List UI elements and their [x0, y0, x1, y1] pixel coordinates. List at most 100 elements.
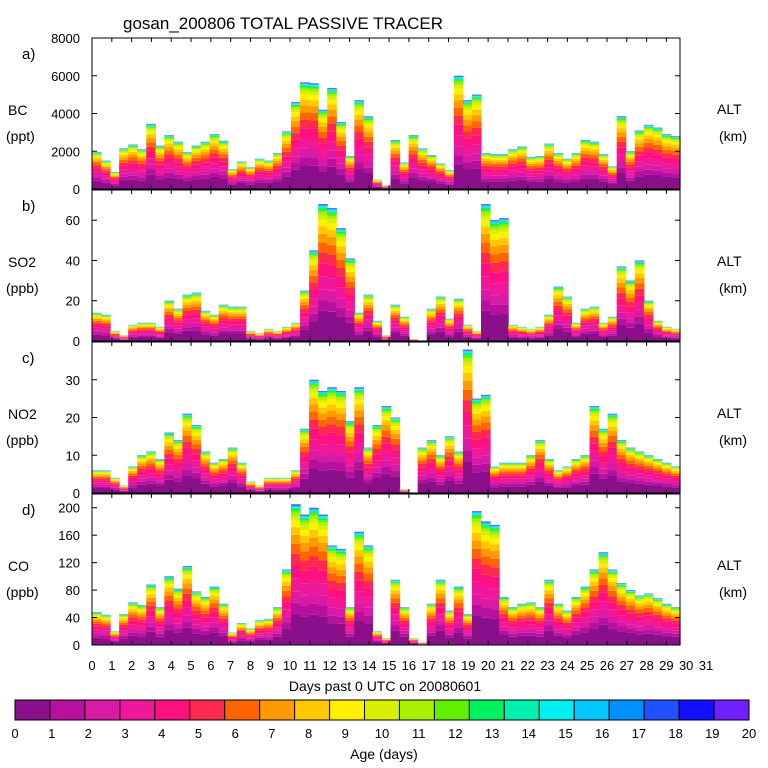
age-segment: [300, 87, 310, 89]
age-segment: [327, 213, 337, 217]
age-segment: [254, 487, 265, 489]
age-segment: [634, 262, 645, 264]
age-segment: [137, 459, 147, 462]
age-segment: [281, 134, 292, 137]
age-segment: [381, 467, 392, 474]
age-segment: [580, 161, 591, 166]
panel-letter: b): [22, 198, 35, 215]
age-segment: [218, 473, 229, 477]
age-segment: [526, 468, 536, 472]
age-segment: [92, 474, 102, 476]
age-segment: [309, 255, 319, 258]
age-segment: [553, 175, 563, 179]
age-segment: [426, 157, 437, 158]
age-segment: [562, 301, 573, 304]
age-segment: [381, 409, 392, 412]
age-segment: [245, 485, 256, 487]
age-segment: [200, 473, 211, 478]
stack-bar: [309, 379, 319, 493]
age-segment: [291, 478, 301, 481]
age-segment: [137, 327, 147, 330]
age-segment: [336, 316, 346, 341]
age-segment: [164, 137, 175, 139]
age-segment: [589, 460, 600, 468]
age-segment: [345, 465, 355, 472]
age-segment: [146, 324, 156, 326]
age-segment: [200, 463, 211, 467]
age-segment: [643, 459, 654, 462]
age-segment: [92, 623, 102, 627]
panel-letter: a): [22, 46, 35, 63]
age-segment: [309, 384, 319, 387]
age-segment: [462, 334, 473, 337]
age-segment: [417, 165, 428, 170]
age-segment: [625, 171, 636, 175]
age-segment: [155, 172, 165, 177]
age-segment: [399, 170, 410, 172]
age-segment: [607, 318, 618, 319]
age-segment: [499, 161, 509, 164]
age-segment: [291, 104, 301, 105]
age-segment: [544, 328, 554, 332]
age-segment: [318, 171, 328, 189]
age-segment: [300, 88, 310, 92]
age-segment: [191, 306, 202, 310]
age-segment: [661, 335, 672, 337]
age-segment: [173, 312, 184, 315]
age-segment: [146, 454, 156, 457]
age-segment: [363, 167, 374, 174]
age-segment: [182, 422, 193, 427]
age-segment: [426, 310, 437, 312]
age-segment: [327, 588, 337, 598]
stack-bar: [426, 155, 437, 189]
age-segment: [462, 337, 473, 341]
age-segment: [598, 431, 609, 433]
age-segment: [553, 178, 563, 182]
age-segment: [417, 176, 428, 181]
age-segment: [634, 267, 645, 270]
age-segment: [670, 475, 681, 478]
age-segment: [625, 290, 636, 294]
age-segment: [399, 181, 410, 184]
age-segment: [345, 441, 355, 447]
age-segment: [309, 411, 319, 420]
age-segment: [173, 162, 184, 167]
age-segment: [390, 153, 401, 158]
age-segment: [227, 449, 238, 450]
age-segment: [499, 304, 509, 314]
age-segment: [254, 489, 265, 491]
age-segment: [571, 464, 582, 467]
age-segment: [218, 470, 229, 474]
age-segment: [272, 630, 283, 634]
age-segment: [173, 597, 184, 601]
age-segment: [345, 432, 355, 437]
age-segment: [300, 616, 310, 645]
age-segment: [508, 151, 518, 152]
age-segment: [544, 335, 554, 341]
age-segment: [490, 156, 500, 159]
stack-bar: [616, 116, 627, 189]
age-segment: [164, 141, 175, 144]
age-segment: [490, 181, 500, 189]
age-segment: [182, 415, 193, 417]
age-segment: [598, 446, 609, 452]
age-segment: [625, 463, 636, 468]
age-segment: [281, 332, 292, 335]
age-segment: [254, 625, 265, 628]
stack-bar: [616, 440, 627, 493]
age-segment: [254, 630, 265, 634]
age-segment: [272, 484, 283, 486]
age-segment: [598, 436, 609, 440]
stack-bar: [227, 632, 238, 645]
age-segment: [191, 454, 202, 461]
age-segment: [209, 143, 220, 147]
age-segment: [300, 595, 310, 606]
age-segment: [173, 322, 184, 326]
age-segment: [309, 138, 319, 150]
age-segment: [110, 636, 120, 638]
age-segment: [336, 551, 346, 554]
age-segment: [652, 159, 663, 166]
age-segment: [363, 124, 374, 129]
age-segment: [182, 416, 193, 418]
age-segment: [209, 136, 220, 138]
